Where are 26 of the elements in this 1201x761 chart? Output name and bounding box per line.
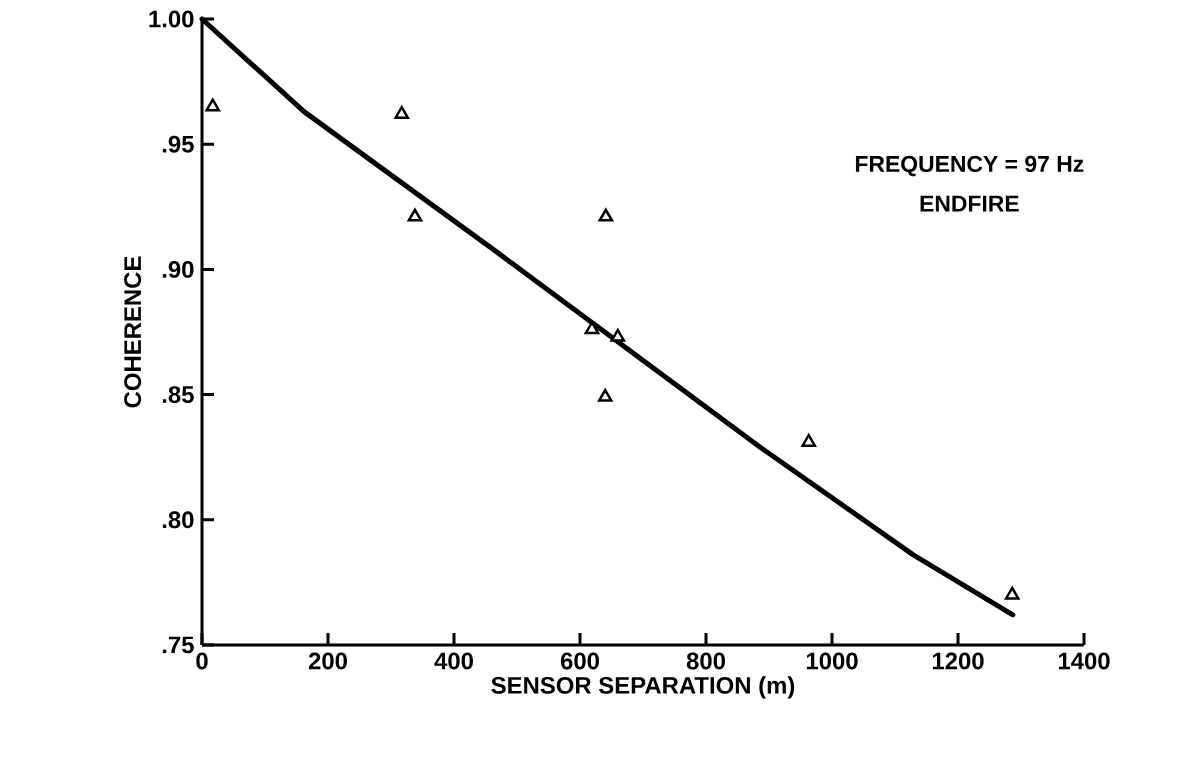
annotation: FREQUENCY = 97 Hz [855,155,1084,177]
x-axis-title: SENSOR SEPARATION (m) [491,676,795,699]
x-tick-label: 600 [560,652,599,670]
point [1004,586,1020,600]
y-tick-label: .95 [162,135,194,153]
point [407,208,423,222]
point [801,433,817,447]
y-tick-label: 1.00 [149,10,194,28]
x-tick-label: 400 [434,652,473,670]
x-tick-label: 1200 [932,652,984,670]
x-tick-label: 200 [308,652,347,670]
annotation: ENDFIRE [920,195,1019,212]
point [610,328,626,342]
x-tick-label: 800 [686,652,725,670]
y-tick-label: .80 [162,511,194,529]
x-tick-label: 0 [196,652,208,670]
point [394,105,410,119]
y-tick-label: .75 [162,636,194,654]
x-tick-label: 1400 [1058,652,1110,670]
y-axis-title: COHERENCE [124,256,142,408]
x-tick-label: 1000 [806,652,858,670]
point [205,98,221,112]
point [597,388,613,402]
y-tick-label: .85 [162,386,194,404]
point [598,208,614,222]
y-tick-label: .90 [162,260,194,278]
